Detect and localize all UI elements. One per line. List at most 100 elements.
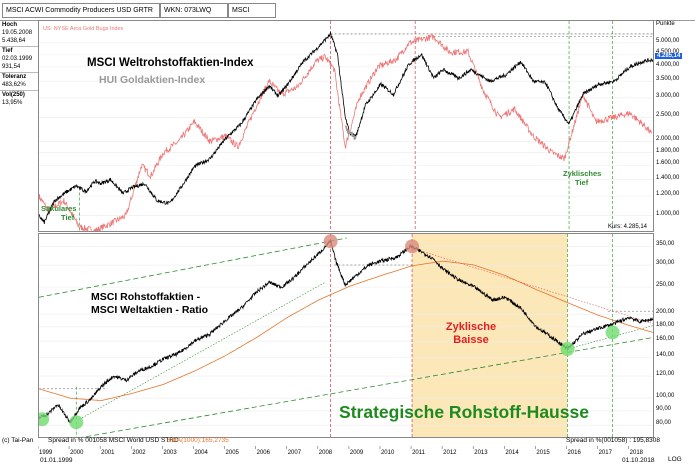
y-tick-label: 1.000,00 (656, 210, 680, 217)
bottom-chart-panel: MSCI Rohstoffaktien -MSCI Weltaktien - R… (38, 233, 654, 438)
legend-note: US: NYSE Arca Gold Bugs Index (43, 26, 124, 32)
x-tick-label: 2018 (630, 450, 644, 456)
turning-point-marker (605, 325, 620, 340)
vol-label: Vol(250) (2, 92, 25, 98)
tief-date: 02.03.1999 (2, 56, 33, 62)
y-tick-label: 2.500,00 (656, 112, 680, 119)
chart-title: MSCI Rohstoffaktien -MSCI Weltaktien - R… (91, 291, 208, 316)
trend-line-dotted (79, 282, 326, 420)
y-tick-label: 1.200,00 (656, 191, 680, 198)
bottom-chart-svg: MSCI Rohstoffaktien -MSCI Weltaktien - R… (39, 234, 653, 437)
spread-note-left: Spread in % 001058 MSCI World USD STRD (48, 437, 179, 444)
end-date: 01.10.2018 (622, 457, 655, 464)
top-chart-panel: US: NYSE Arca Gold Bugs Index MSCI Weltro… (38, 20, 654, 232)
y-tick-label: 250,00 (656, 282, 675, 289)
copyright-label: (c) Tai-Pan (2, 437, 34, 444)
hoch-value: 5.438,64 (2, 38, 26, 44)
y-tick-label: 3.500,00 (656, 76, 680, 83)
vol-value: 13,95% (2, 100, 23, 106)
chart-header: MSCI ACWI Commodity Producers USD GRTR W… (0, 0, 695, 21)
chart-subtitle: HUI Goldaktien-Index (99, 74, 205, 86)
tief-label: Tief (2, 48, 13, 54)
hoch-label: Hoch (2, 22, 17, 28)
tief-value: 931,54 (2, 64, 21, 70)
x-tick-label: 2014 (505, 450, 519, 456)
top-chart-svg: US: NYSE Arca Gold Bugs Index MSCI Weltro… (39, 21, 653, 231)
wkn-field: WKN: 073LWQ (160, 3, 228, 18)
start-date: 01.01.1999 (40, 457, 73, 464)
last-value-badge: 4.285,14 (655, 53, 683, 60)
y-tick-label: 160,00 (656, 336, 675, 343)
x-tick-label: 1999 (39, 450, 53, 456)
y-tick-label: 3.000,00 (656, 92, 680, 99)
y-tick-label: 1.800,00 (656, 147, 680, 154)
stats-panel: Hoch 19.05.2008 5.438,64 Tief 02.03.1999… (0, 20, 39, 123)
toleranz-value: 483,62% (2, 82, 26, 88)
y-tick-label: 5.000,00 (656, 37, 680, 44)
top-y-axis: 1.000,00 1.200,00 1.400,00 1.600,00 1.800,00… (653, 20, 695, 230)
x-tick-label: 2004 (194, 450, 208, 456)
x-tick-label: 2001 (101, 450, 115, 456)
annotation-label: Zyklisches Tief (563, 169, 601, 187)
kurs-label: Kurs: 4.285,14 (608, 224, 648, 230)
y-tick-label: 1.600,00 (656, 160, 680, 167)
stats-divider (0, 90, 38, 91)
y-tick-label: 350,00 (656, 241, 675, 248)
y-tick-label: 120,00 (656, 371, 675, 378)
x-tick-label: 2015 (536, 450, 550, 456)
x-axis: 1999 2000 2001 2002 2003 2004 2005 2006 2007 2008… (38, 446, 644, 456)
hoch-date: 19.05.2008 (2, 30, 33, 36)
sma-note: SMA(1000):165,2735 (167, 437, 229, 444)
cycle-highlight (412, 234, 568, 437)
turning-point-marker (560, 342, 575, 357)
x-tick-label: 2007 (288, 450, 302, 456)
y-tick-label: 4.500,00 (656, 49, 680, 56)
series-line-sma (39, 260, 653, 402)
turning-point-marker (405, 239, 420, 254)
stats-divider (0, 46, 38, 47)
y-tick-label: 200,00 (656, 309, 675, 316)
instrument-title: MSCI ACWI Commodity Producers USD GRTR (2, 3, 160, 18)
y-tick-label: 100,00 (656, 393, 675, 400)
series-line-gold (39, 33, 652, 231)
annotation-label: Säkulares Tief (41, 204, 76, 222)
series-line-main (39, 31, 653, 225)
spread-note-right: Spread in %(001058) : 195,8308 (566, 437, 660, 444)
x-tick-label: 2009 (350, 450, 364, 456)
y-tick-label: 1.400,00 (656, 174, 680, 181)
turning-point-marker (323, 234, 338, 249)
x-tick-label: 2011 (412, 450, 426, 456)
exchange-field: MSCI (228, 3, 276, 18)
x-tick-label: 2017 (599, 450, 613, 456)
banner-label: Strategische Rohstoff-Hausse (339, 402, 589, 422)
x-tick-label: 2005 (226, 450, 240, 456)
y-tick-label: 80,00 (656, 420, 672, 427)
trend-line-upper (39, 237, 347, 298)
turning-point-marker (69, 415, 84, 430)
toleranz-label: Toleranz (2, 74, 27, 80)
turning-point-marker (39, 412, 50, 427)
x-tick-label: 2000 (70, 450, 84, 456)
x-tick-label: 2003 (163, 450, 177, 456)
x-tick-label: 2013 (474, 450, 488, 456)
log-label: LOG (668, 456, 682, 463)
series-line-gray (344, 125, 357, 140)
chart-title: MSCI Weltrohstoffaktien-Index (87, 57, 254, 69)
x-tick-label: 2006 (257, 450, 271, 456)
y-unit-label: Punkte (656, 21, 675, 27)
x-tick-label: 2012 (443, 450, 457, 456)
y-tick-label: 4.000,00 (656, 61, 680, 68)
y-tick-label: 90,00 (656, 405, 672, 412)
x-tick-label: 2016 (568, 450, 582, 456)
x-tick-label: 2002 (132, 450, 146, 456)
series-line-ratio (39, 238, 653, 424)
y-tick-label: 2.000,00 (656, 136, 680, 143)
x-tick-label: 2008 (319, 450, 333, 456)
y-tick-label: 300,00 (656, 260, 675, 267)
bottom-y-axis: 80,00 90,00 100,00 120,00 140,00 160,00 180,00… (653, 233, 695, 436)
x-tick-label: 2010 (381, 450, 395, 456)
y-tick-label: 180,00 (656, 321, 675, 328)
y-tick-label: 140,00 (656, 352, 675, 359)
highlight-label: Zyklische Baisse (446, 321, 496, 346)
stats-divider (0, 72, 38, 73)
